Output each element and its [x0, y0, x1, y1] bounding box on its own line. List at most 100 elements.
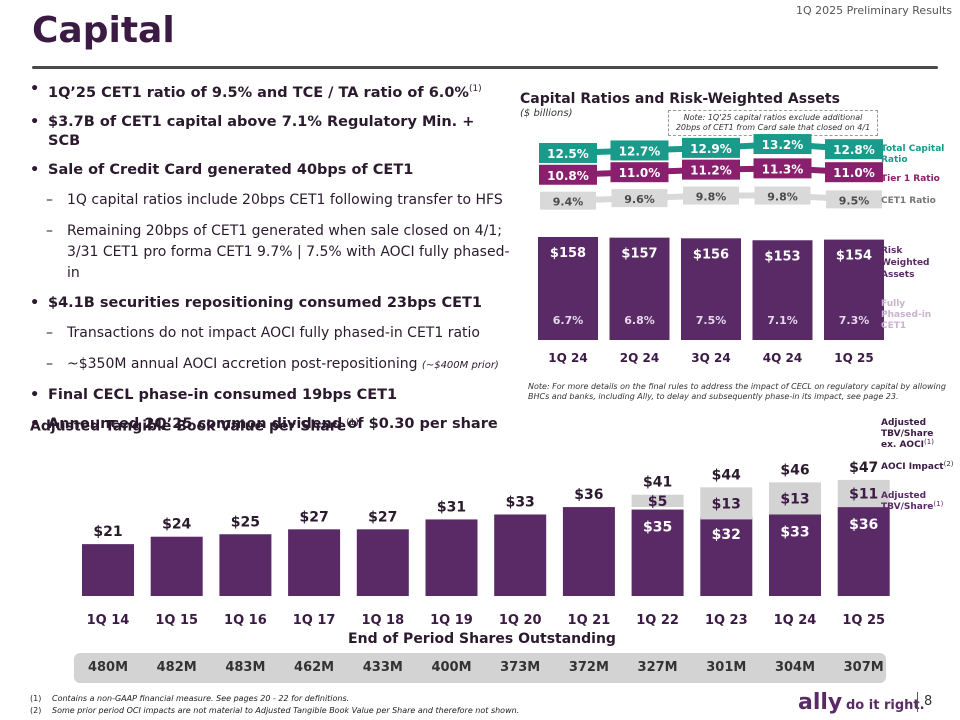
bullet-cet1-capital: $3.7B of CET1 capital above 7.1% Regulat… [30, 113, 510, 151]
tier1-box [610, 162, 669, 183]
footnote-text: Some prior period OCI impacts are not ma… [52, 706, 520, 715]
tbv-bar [219, 534, 272, 596]
tbv-category-label: 1Q 21 [568, 613, 611, 628]
legend-fully-phased: Fully [881, 299, 905, 309]
cet1-box [611, 189, 668, 208]
ratio-chart-subtitle: ($ billions) [520, 108, 573, 119]
tbv-ex-aoci-value: $41 [643, 475, 672, 491]
bullet-dividend: Announced 2Q’25 common dividend of $0.30… [30, 415, 510, 434]
legend-total-capital: Total Capital [881, 144, 944, 154]
report-tag: 1Q 2025 Preliminary Results [796, 4, 952, 17]
shares-outstanding-value: 480M [87, 660, 129, 675]
tbv-category-label: 1Q 19 [430, 613, 473, 628]
cet1-value: 9.6% [624, 193, 655, 206]
shares-outstanding-value: 400M [431, 660, 472, 675]
legend-tbv-ex-aoci: Adjusted [881, 418, 926, 428]
tbv-chart-title: Adjusted Tangible Book Value per Share(1… [30, 418, 359, 435]
total-capital-box [753, 134, 812, 155]
total-capital-box [682, 137, 740, 158]
shares-outstanding-value: 482M [156, 660, 197, 675]
cet1-box [540, 191, 596, 210]
tbv-value: $31 [437, 499, 466, 515]
legend-cet1: CET1 Ratio [881, 196, 936, 206]
rwa-value: $154 [836, 249, 872, 264]
shares-outstanding-value: 372M [568, 660, 609, 675]
aoci-impact-value: $11 [849, 486, 878, 502]
legend-rwa: Weighted [881, 258, 930, 268]
tbv-category-label: 1Q 22 [636, 613, 679, 628]
aoci-impact-value: $5 [648, 494, 667, 510]
tbv-value: $27 [299, 509, 328, 525]
total-capital-value: 12.8% [833, 143, 875, 157]
rwa-value: $157 [621, 247, 657, 262]
cet1-value: 9.5% [839, 194, 870, 207]
adjusted-tbv-bar [769, 514, 821, 596]
tier1-value: 11.0% [833, 166, 875, 180]
tbv-bar [150, 536, 203, 596]
adjusted-tbv-bar [631, 509, 684, 596]
adjusted-tbv-bar [837, 507, 890, 596]
tbv-bar [356, 529, 409, 596]
rwa-bar [824, 239, 884, 340]
tbv-category-label: 1Q 16 [224, 613, 267, 628]
shares-outstanding-value: 301M [706, 660, 747, 675]
tbv-category-label: 1Q 18 [361, 613, 404, 628]
shares-outstanding-value: 483M [225, 660, 266, 675]
shares-outstanding-value: 373M [500, 660, 541, 675]
shares-outstanding-value: 433M [362, 660, 403, 675]
footnote-1: (1) Contains a non-GAAP financial measure… [30, 694, 349, 703]
footnote-ref: (1) [346, 418, 359, 428]
rwa-value: $156 [693, 247, 729, 262]
legend-rwa: Assets [881, 270, 914, 280]
bullet-credit-card-sale: Sale of Credit Card generated 40bps of C… [30, 161, 510, 180]
rwa-bar [609, 237, 670, 340]
cet1-box [683, 186, 739, 205]
tbv-category-label: 1Q 14 [87, 613, 130, 628]
total-capital-value: 12.7% [619, 144, 661, 158]
legend-adjusted-tbv: Adjusted [881, 491, 926, 501]
sub-bullet-sale-close: Remaining 20bps of CET1 generated when s… [30, 221, 510, 284]
tier1-value: 11.2% [690, 164, 732, 178]
legend-fully-phased: Phased-in [881, 310, 931, 320]
cet1-value: 9.8% [767, 191, 798, 204]
footnote-text: Contains a non-GAAP financial measure. S… [52, 694, 350, 703]
tier1-value: 11.3% [762, 162, 804, 176]
rwa-value: $153 [764, 249, 800, 264]
shares-outstanding-title: End of Period Shares Outstanding [348, 631, 616, 647]
sub-bullet-aoci-impact: Transactions do not impact AOCI fully ph… [30, 323, 510, 344]
tbv-category-label: 1Q 25 [842, 613, 885, 628]
bullet-cecl: Final CECL phase-in consumed 19bps CET1 [30, 386, 510, 405]
tbv-ex-aoci-value: $47 [849, 460, 878, 476]
aoci-impact-bar [837, 479, 890, 508]
page-number: 8 [924, 694, 933, 709]
sub-bullet-hfs: 1Q capital ratios include 20bps CET1 fol… [30, 190, 510, 211]
tbv-bar [288, 529, 341, 596]
cet1-value: 9.4% [553, 196, 584, 209]
tbv-category-label: 1Q 17 [293, 613, 336, 628]
tbv-title-text: Adjusted Tangible Book Value per Share [30, 418, 347, 435]
footnote-2: (2) Some prior period OCI impacts are not… [30, 706, 519, 715]
footnote-number: (1) [30, 694, 42, 703]
shares-outstanding-value: 307M [843, 660, 884, 675]
cet1-box [826, 190, 882, 209]
tbv-category-label: 1Q 23 [705, 613, 748, 628]
page-divider [917, 692, 918, 712]
aoci-impact-value: $13 [780, 491, 809, 507]
cet1-box [754, 186, 811, 205]
fully-phased-cet1-value: 7.5% [696, 314, 727, 327]
fully-phased-cet1-value: 7.1% [767, 314, 798, 327]
legend-total-capital: Ratio [881, 155, 908, 165]
legend-tbv-ex-aoci: TBV/Share [881, 429, 933, 439]
tbv-value: $33 [506, 494, 535, 510]
fully-phased-cet1-value: 6.7% [553, 314, 584, 327]
ratio-category-label: 1Q 24 [548, 351, 587, 365]
ratio-category-label: 1Q 25 [834, 351, 873, 365]
tbv-bar [494, 514, 547, 596]
sub-bullet-aoci-accretion: ~$350M annual AOCI accretion post-reposi… [30, 354, 510, 376]
tbv-category-label: 1Q 20 [499, 613, 542, 628]
adjusted-tbv-value: $32 [712, 527, 741, 543]
title-divider [32, 66, 938, 69]
tbv-bar [82, 544, 134, 596]
total-capital-box [825, 139, 883, 160]
